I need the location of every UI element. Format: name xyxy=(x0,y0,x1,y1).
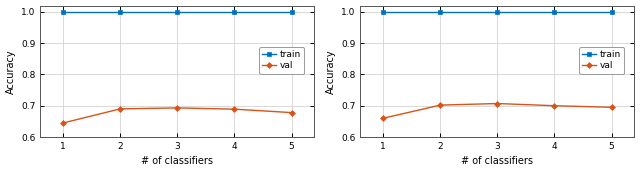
X-axis label: # of classifiers: # of classifiers xyxy=(461,157,533,166)
train xyxy=(550,11,558,13)
train xyxy=(436,11,444,13)
val xyxy=(173,107,181,109)
train xyxy=(288,11,296,13)
train xyxy=(116,11,124,13)
val xyxy=(550,105,558,107)
X-axis label: # of classifiers: # of classifiers xyxy=(141,157,213,166)
val xyxy=(436,104,444,106)
Y-axis label: Accuracy: Accuracy xyxy=(6,49,15,94)
train xyxy=(608,11,616,13)
train xyxy=(60,11,67,13)
Line: train: train xyxy=(381,9,614,14)
Y-axis label: Accuracy: Accuracy xyxy=(326,49,335,94)
Line: val: val xyxy=(381,101,614,120)
val xyxy=(288,112,296,114)
val xyxy=(230,108,238,110)
val xyxy=(608,106,616,108)
train xyxy=(230,11,238,13)
val xyxy=(60,122,67,124)
Line: val: val xyxy=(61,106,294,125)
train xyxy=(493,11,501,13)
val xyxy=(493,103,501,105)
Legend: train, val: train, val xyxy=(579,47,625,74)
Legend: train, val: train, val xyxy=(259,47,305,74)
train xyxy=(380,11,387,13)
val xyxy=(116,108,124,110)
Line: train: train xyxy=(61,9,294,14)
train xyxy=(173,11,181,13)
val xyxy=(380,117,387,119)
